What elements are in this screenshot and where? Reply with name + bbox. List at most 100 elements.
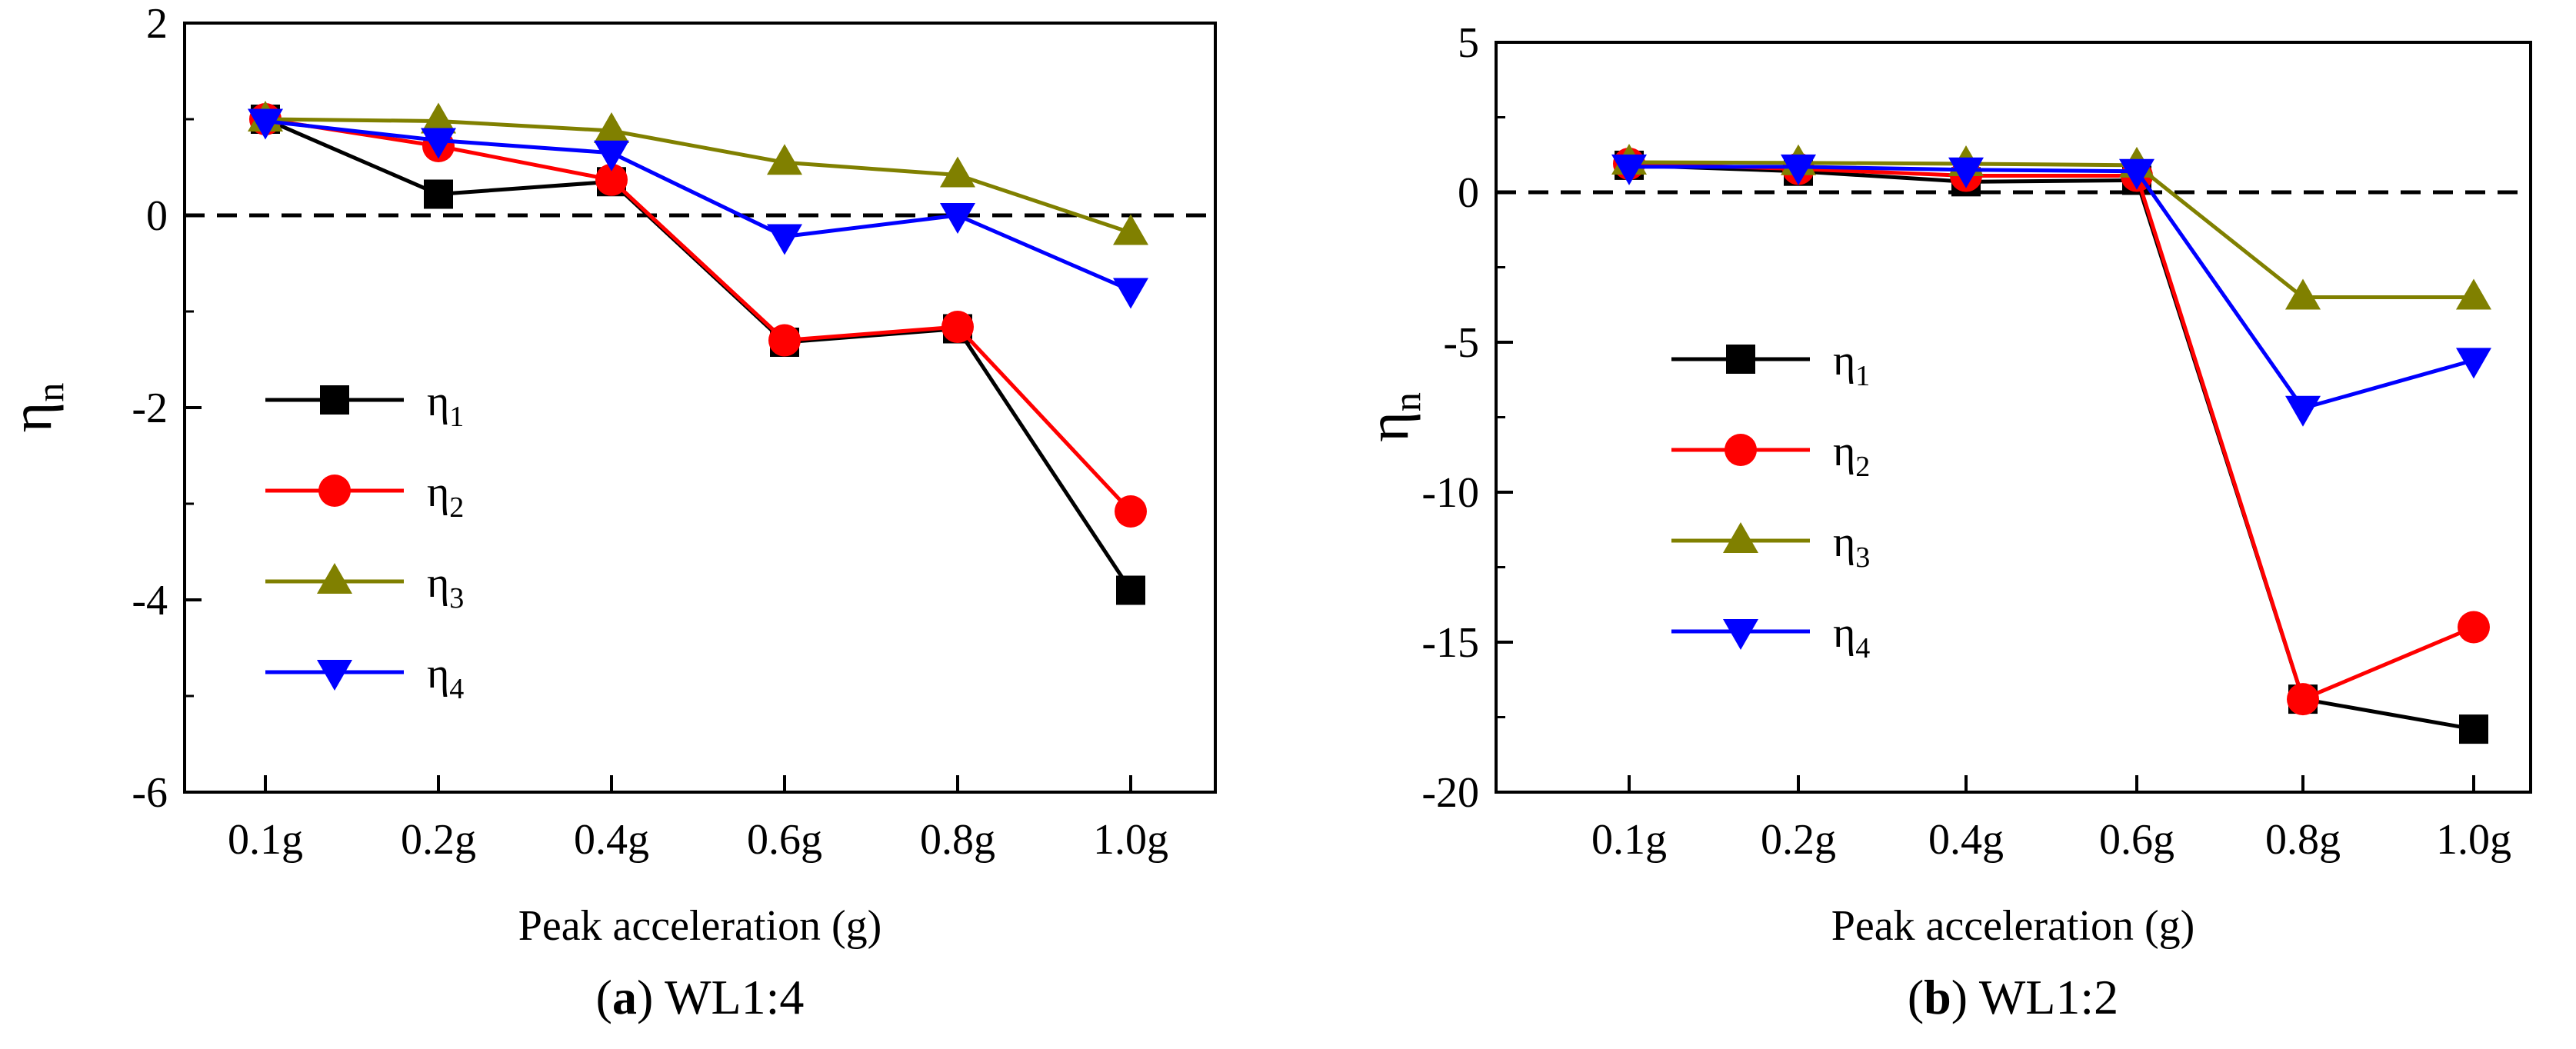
legend-label: η1 <box>427 378 464 433</box>
x-tick-label: 0.8g <box>920 816 995 864</box>
y-axis-label-main: η <box>1356 411 1421 442</box>
data-point-eta-2 <box>2287 683 2319 716</box>
y-tick-label: -5 <box>1443 319 1479 367</box>
y-axis-label-sub: n <box>1385 392 1428 411</box>
legend-label-main: η <box>1833 518 1855 566</box>
series-line-eta-2 <box>265 117 1132 513</box>
caption-letter: a <box>612 970 637 1024</box>
legend-label-sub: 4 <box>449 673 464 705</box>
caption-text: WL1:4 <box>665 970 804 1024</box>
legend-label: η4 <box>427 650 464 705</box>
series-line-eta-4 <box>1629 165 2474 411</box>
y-tick-label: -4 <box>132 577 168 624</box>
legend-label-sub: 1 <box>1855 360 1870 392</box>
panel-caption: (b) WL1:2 <box>1908 970 2118 1024</box>
data-point-eta-3 <box>1113 214 1148 245</box>
data-point-eta-3 <box>940 156 975 188</box>
x-tick-label: 0.2g <box>1761 816 1836 864</box>
x-tick-label: 0.2g <box>401 816 476 864</box>
y-axis-label-sub: n <box>28 383 72 402</box>
x-tick-label: 0.1g <box>1591 816 1667 864</box>
plot-frame <box>1495 41 2532 794</box>
legend-marker <box>1723 619 1758 650</box>
legend-label: η2 <box>427 468 464 524</box>
data-point-eta-4 <box>1611 154 1647 185</box>
x-tick-label: 0.4g <box>574 816 649 864</box>
legend-label-main: η <box>1833 428 1855 475</box>
x-axis-label: Peak acceleration (g) <box>518 902 882 950</box>
caption-letter: b <box>1924 970 1951 1024</box>
caption-paren-open: ( <box>1908 970 1924 1024</box>
legend-label: η1 <box>1833 337 1870 392</box>
x-tick-label: 0.1g <box>228 816 303 864</box>
data-point-eta-2 <box>1115 495 1147 528</box>
legend-label-sub: 2 <box>449 491 464 524</box>
y-tick-label: -15 <box>1421 619 1479 667</box>
legend-marker <box>317 563 352 594</box>
legend-label-main: η <box>427 378 449 425</box>
legend-label-sub: 2 <box>1855 451 1870 483</box>
y-axis-label: ηn <box>1356 392 1428 442</box>
data-point-eta-4 <box>767 224 802 255</box>
y-axis-label-main: η <box>0 402 64 433</box>
data-point-eta-4 <box>2456 348 2491 379</box>
legend-marker <box>318 475 351 507</box>
caption-text: WL1:2 <box>1979 970 2118 1024</box>
data-point-eta-4 <box>248 108 283 140</box>
x-tick-label: 0.6g <box>2099 816 2174 864</box>
data-point-eta-3 <box>767 144 802 175</box>
data-point-eta-4 <box>1781 154 1816 185</box>
data-point-eta-4 <box>1113 278 1148 309</box>
y-tick-label: 0 <box>1458 169 1479 217</box>
data-point-eta-4 <box>940 203 975 234</box>
data-point-eta-4 <box>1948 157 1984 188</box>
x-tick-label: 1.0g <box>2436 816 2511 864</box>
series-line-eta-4 <box>265 119 1131 292</box>
legend-marker <box>1726 345 1755 374</box>
legend-label-sub: 1 <box>449 401 464 433</box>
data-point-eta-1 <box>1116 575 1145 605</box>
data-point-eta-4 <box>2119 158 2154 190</box>
series-line-eta-3 <box>1628 160 2474 299</box>
y-tick-label: -10 <box>1421 469 1479 517</box>
data-point-eta-3 <box>421 102 456 134</box>
data-point-eta-3 <box>2285 278 2321 310</box>
legend-label-main: η <box>427 468 449 516</box>
x-tick-label: 1.0g <box>1093 816 1168 864</box>
series-line-eta-1 <box>1628 163 2474 731</box>
legend-label-main: η <box>1833 337 1855 385</box>
legend-label: η3 <box>1833 518 1870 574</box>
x-tick-label: 0.8g <box>2265 816 2341 864</box>
legend-label-sub: 3 <box>1855 541 1870 574</box>
x-axis-label: Peak acceleration (g) <box>1831 902 2195 950</box>
legend-label-sub: 4 <box>1855 632 1870 664</box>
legend-label-sub: 3 <box>449 582 464 614</box>
panel-caption: (a) WL1:4 <box>596 970 805 1024</box>
data-point-eta-2 <box>595 163 628 196</box>
y-tick-label: -2 <box>132 385 168 432</box>
legend-marker <box>1725 434 1757 466</box>
data-point-eta-3 <box>594 112 629 143</box>
data-point-eta-1 <box>2459 714 2488 744</box>
y-tick-label: -20 <box>1421 769 1479 817</box>
legend-marker <box>1723 522 1758 553</box>
data-point-eta-2 <box>768 324 801 357</box>
legend-label-main: η <box>427 559 449 607</box>
y-tick-label: -6 <box>132 769 168 817</box>
caption-paren-open: ( <box>596 970 612 1024</box>
legend-label: η4 <box>1833 609 1870 664</box>
x-tick-label: 0.4g <box>1928 816 2004 864</box>
y-tick-label: 2 <box>146 0 168 48</box>
data-point-eta-4 <box>594 140 629 172</box>
y-axis-label: ηn <box>0 383 72 433</box>
legend-marker <box>317 660 352 691</box>
data-point-eta-3 <box>2456 278 2491 310</box>
legend-label-main: η <box>1833 609 1855 657</box>
data-point-eta-4 <box>421 128 456 159</box>
caption-paren-close: ) <box>1951 970 1979 1024</box>
legend-marker <box>320 385 349 415</box>
caption-paren-close: ) <box>637 970 665 1024</box>
y-tick-label: 0 <box>146 192 168 240</box>
series-line-eta-3 <box>265 117 1131 235</box>
